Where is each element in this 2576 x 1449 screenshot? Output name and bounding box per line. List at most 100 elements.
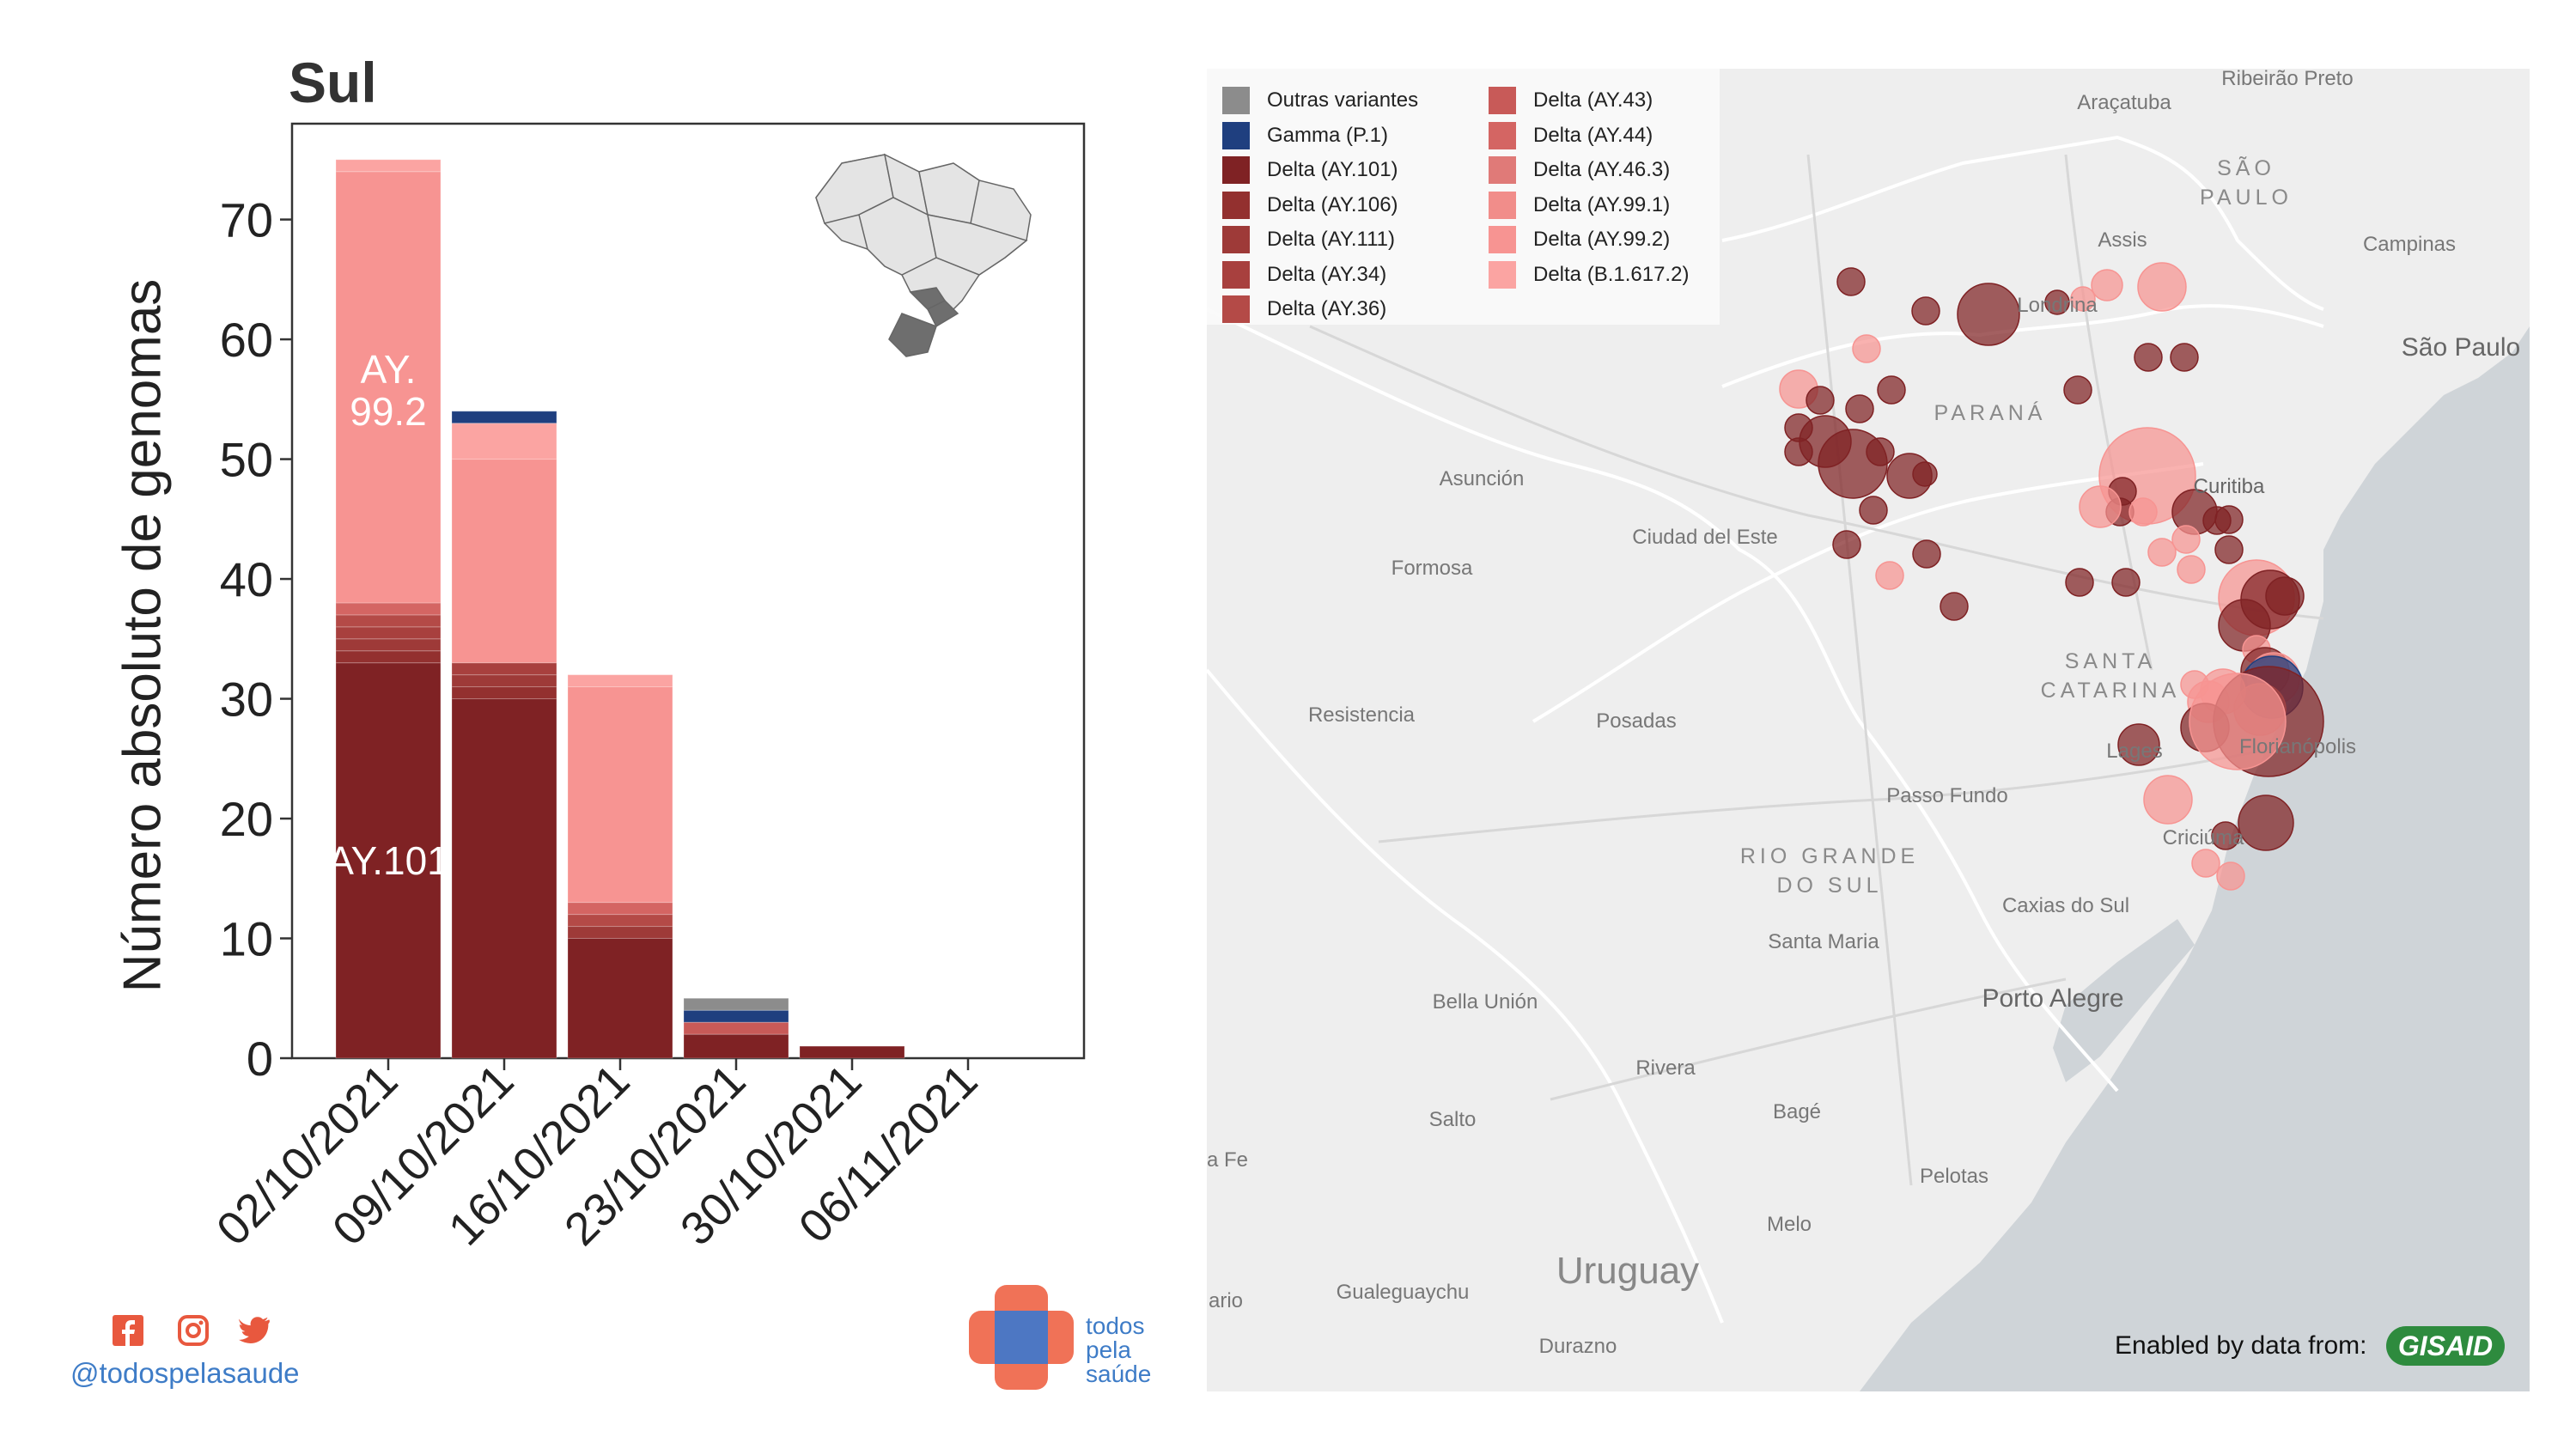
place-curitiba: Curitiba: [2193, 475, 2265, 498]
legend-swatch: [1489, 121, 1516, 149]
place-gualeguaychu: Gualeguaychu: [1336, 1281, 1470, 1304]
legend-item: Delta (B.1.617.2): [1489, 260, 1689, 289]
social-handle[interactable]: @todospelasaude: [70, 1357, 300, 1389]
sample-circle[interactable]: [2265, 576, 2305, 616]
legend-swatch: [1489, 260, 1516, 289]
sample-circle[interactable]: [1836, 267, 1866, 296]
logo-text-line: todos: [1086, 1312, 1145, 1339]
bar-segment: [451, 423, 557, 460]
legend-label: Delta (AY.99.2): [1533, 228, 1671, 251]
sample-circle[interactable]: [2214, 535, 2244, 564]
place-asuncion: Asunción: [1439, 467, 1525, 490]
bar-segment: [683, 1009, 789, 1023]
sample-circle[interactable]: [1806, 386, 1835, 415]
sample-circle[interactable]: [2044, 289, 2070, 315]
sample-circle[interactable]: [2134, 343, 2163, 372]
sample-circle[interactable]: [1911, 296, 1940, 326]
region-line: DO SUL: [1776, 874, 1883, 898]
bar-segment: [683, 997, 789, 1011]
sample-circle[interactable]: [1957, 283, 2020, 346]
region-parana: PARANÁ: [1934, 399, 2047, 428]
sample-circle[interactable]: [2211, 821, 2240, 850]
legend-swatch: [1489, 191, 1516, 219]
place-florianopolis: Florianópolis: [2238, 735, 2357, 758]
sample-circle[interactable]: [1875, 561, 1904, 590]
sample-circle[interactable]: [2111, 568, 2141, 597]
sample-circle[interactable]: [1845, 394, 1874, 423]
legend-label: Delta (AY.44): [1533, 123, 1653, 147]
roads: [1309, 154, 2324, 1186]
logo-text-line: pela: [1086, 1336, 1131, 1363]
place-sao-paulo: São Paulo: [2401, 333, 2521, 362]
sample-circle[interactable]: [2238, 795, 2294, 851]
sample-circle[interactable]: [1832, 530, 1861, 559]
bar-annotation: AY.101: [327, 838, 449, 883]
sample-circle[interactable]: [1912, 461, 1938, 487]
sample-circle[interactable]: [2065, 568, 2094, 597]
legend-label: Delta (AY.101): [1267, 158, 1398, 181]
legend-item: Delta (AY.36): [1222, 295, 1386, 324]
place-durazno: Durazno: [1538, 1335, 1617, 1358]
legend-item: Outras variantes: [1222, 86, 1418, 115]
map-legend: Outras variantes Gamma (P.1) Delta (AY.101…: [1207, 69, 1720, 325]
sample-circle[interactable]: [1912, 539, 1941, 569]
legend-item: Gamma (P.1): [1222, 121, 1388, 150]
bar-segment: [335, 614, 442, 628]
sample-circle[interactable]: [2070, 286, 2096, 312]
sample-circle[interactable]: [2143, 775, 2193, 825]
facebook-icon[interactable]: [112, 1314, 144, 1347]
sample-circle[interactable]: [2091, 269, 2123, 301]
sample-circle[interactable]: [2079, 485, 2122, 528]
y-tick-label: 70: [220, 193, 273, 247]
sample-circle[interactable]: [1852, 334, 1881, 363]
brazil-state: [927, 214, 1028, 276]
y-tick-label: 40: [220, 552, 273, 606]
legend-label: Gamma (P.1): [1267, 123, 1388, 147]
sample-circle[interactable]: [2128, 497, 2158, 527]
legend-label: Delta (AY.46.3): [1533, 158, 1671, 181]
legend-swatch: [1222, 156, 1250, 184]
sample-circle[interactable]: [1877, 375, 1906, 405]
place-criciuma: Criciúma: [2162, 826, 2244, 849]
bar-segment: [335, 662, 442, 1059]
sample-circle[interactable]: [2191, 849, 2220, 878]
sample-circle[interactable]: [2170, 343, 2199, 372]
region-line: SÃO: [2217, 156, 2275, 180]
chart-title: Sul: [289, 51, 377, 114]
sample-circle[interactable]: [2177, 555, 2206, 584]
sample-circle[interactable]: [2171, 525, 2201, 554]
sample-circle[interactable]: [2117, 723, 2160, 766]
twitter-icon[interactable]: [239, 1314, 271, 1347]
variant-map[interactable]: Outras variantes Gamma (P.1) Delta (AY.101…: [1207, 69, 2530, 1391]
sample-circle[interactable]: [2214, 505, 2244, 534]
bar-chart: 01020304050607002/10/202109/10/202116/10…: [207, 122, 1086, 1256]
sample-circle[interactable]: [1940, 592, 1969, 621]
region-rio-grande-do-sul: RIO GRANDE DO SUL: [1740, 842, 1919, 900]
sample-circle[interactable]: [2063, 375, 2092, 405]
sample-circle[interactable]: [2147, 538, 2177, 567]
map-canvas: [1207, 69, 2530, 1391]
region-line: SANTA: [2064, 649, 2157, 673]
legend-item: Delta (AY.34): [1222, 260, 1386, 289]
y-tick-label: 20: [220, 792, 273, 846]
bar-segment: [451, 459, 557, 664]
y-tick-label: 60: [220, 313, 273, 367]
sample-circle[interactable]: [2189, 673, 2287, 770]
instagram-icon[interactable]: [177, 1314, 210, 1347]
sample-circle[interactable]: [2216, 861, 2245, 891]
ocean: [1860, 69, 2530, 1391]
legend-label: Delta (AY.99.1): [1533, 192, 1671, 216]
country-uruguay: Uruguay: [1556, 1250, 1700, 1292]
brazil-inset-map: [815, 153, 1032, 357]
legend-swatch: [1222, 191, 1250, 219]
legend-swatch: [1222, 260, 1250, 289]
sample-circle[interactable]: [1866, 437, 1895, 466]
bar-segment: [451, 698, 557, 1059]
sample-circle[interactable]: [1859, 496, 1888, 525]
bar-segment: [567, 914, 673, 928]
bar-segment: [451, 662, 557, 676]
y-tick-label: 30: [220, 673, 273, 727]
sample-circle[interactable]: [2137, 262, 2187, 312]
logo-text: todos pela saúde: [1086, 1314, 1151, 1386]
region-line: PAULO: [2200, 186, 2293, 210]
